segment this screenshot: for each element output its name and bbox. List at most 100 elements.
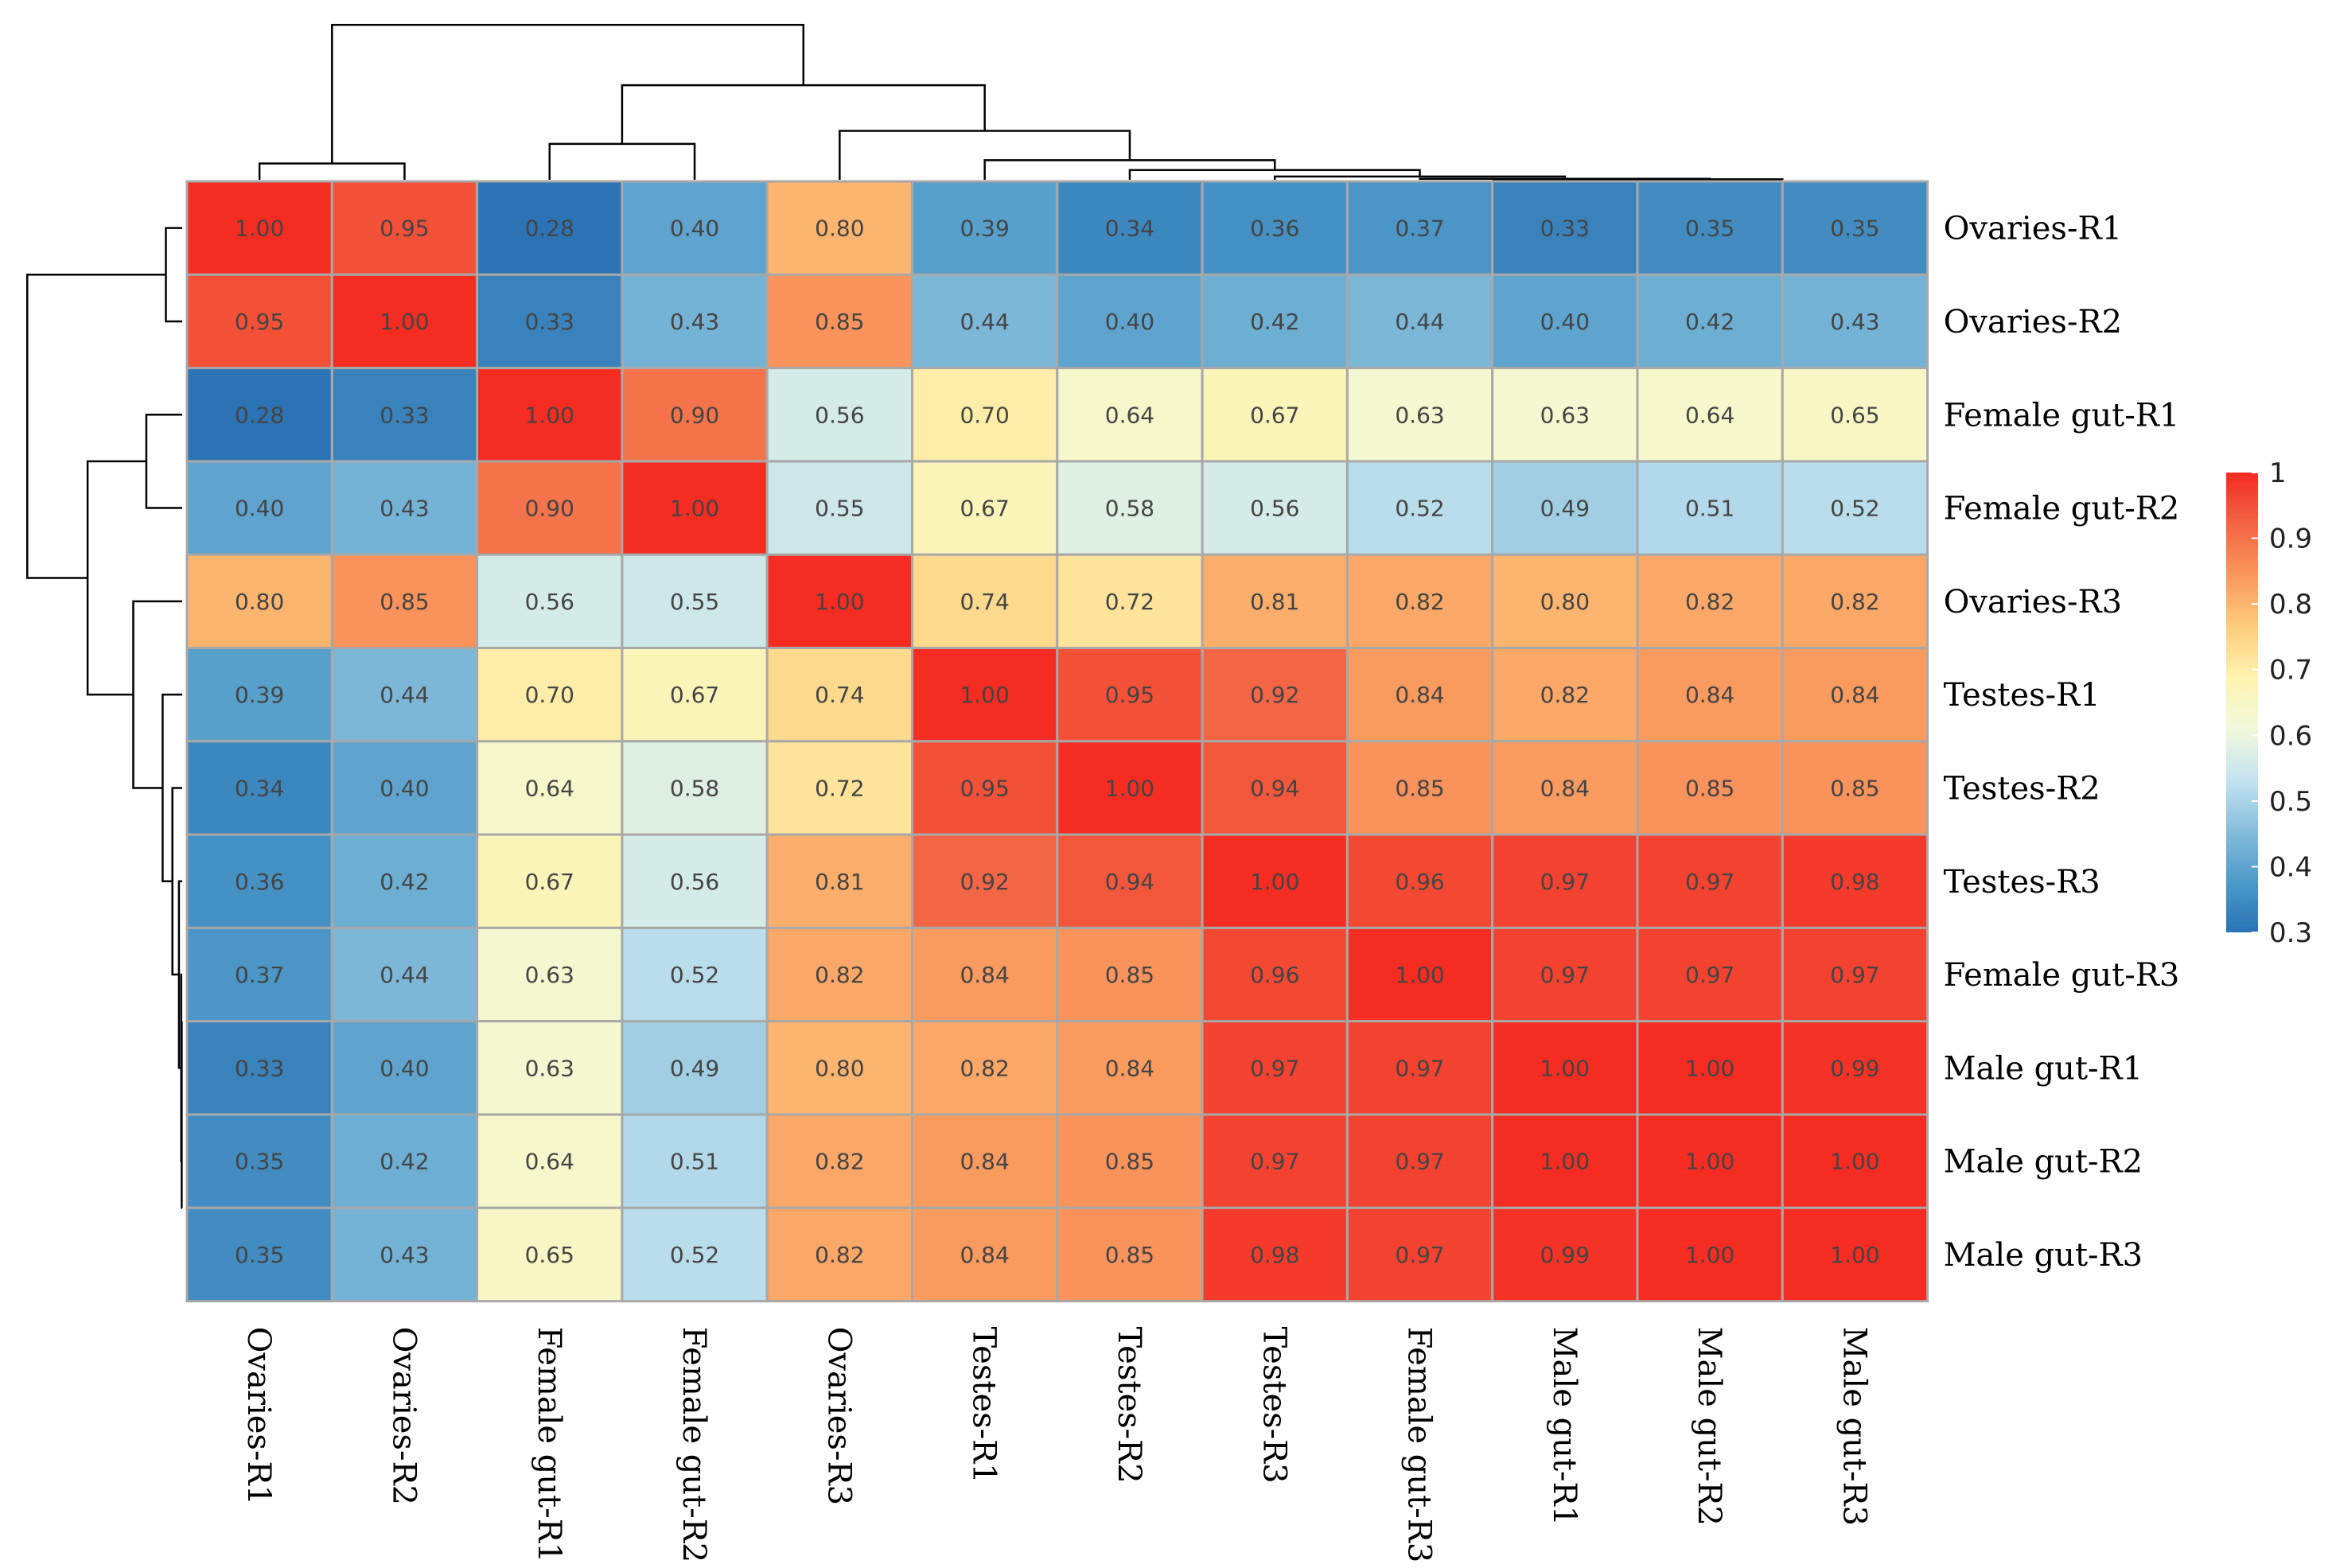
heatmap-cell [330,647,479,743]
heatmap-cell [1636,1206,1784,1303]
heatmap-cell [765,1113,914,1209]
cell-value-label: 1.00 [960,682,1009,708]
column-label: Testes-R3 [1256,1327,1292,1484]
heatmap-cell [621,647,769,743]
heatmap-cell [1201,1113,1349,1209]
heatmap-cell [621,460,769,556]
cell-value-label: 0.42 [1250,309,1299,335]
cell-value-label: 0.72 [1105,589,1154,615]
heatmap-cell [1781,740,1929,836]
cell-value-label: 0.84 [960,962,1009,988]
heatmap-cell [330,1113,479,1209]
column-label: Ovaries-R1 [240,1327,277,1505]
heatmap-cell [1491,460,1639,556]
cell-value-label: 0.80 [1540,589,1590,615]
cell-value-label: 0.43 [1830,309,1879,335]
cell-value-label: 0.81 [815,869,864,895]
row-label: Testes-R2 [1944,770,2100,807]
heatmap-cell [911,367,1059,463]
cell-value-label: 1.00 [1540,1055,1590,1081]
cell-value-label: 0.90 [670,402,719,428]
column-label: Ovaries-R2 [385,1327,422,1505]
cell-value-label: 0.33 [525,309,574,335]
cell-value-label: 1.00 [1540,1149,1590,1175]
heatmap-cell [765,833,914,929]
cell-value-label: 0.84 [960,1149,1009,1175]
cell-value-label: 0.64 [1685,402,1734,428]
cell-value-label: 0.70 [960,402,1009,428]
column-label: Female gut-R3 [1401,1327,1438,1563]
dendrogram-branch [180,973,183,1162]
cell-value-label: 1.00 [525,402,574,428]
heatmap-cell [621,926,769,1023]
cell-value-label: 0.98 [1830,869,1879,895]
cell-value-label: 0.84 [960,1242,1009,1268]
cell-value-label: 0.42 [1685,309,1734,335]
row-label: Female gut-R2 [1944,491,2180,527]
cell-value-label: 0.95 [380,216,429,242]
dendrogram-branch [86,460,146,696]
cell-value-label: 0.97 [1395,1149,1444,1175]
dendrogram-branch [145,414,182,509]
heatmap-cell [1491,180,1639,276]
cell-value-label: 0.95 [960,775,1009,801]
legend-tick-label: 0.7 [2269,655,2312,687]
cell-value-label: 0.37 [1395,216,1444,242]
legend-tick-label: 0.6 [2269,720,2312,752]
heatmap-cell [330,926,479,1023]
cell-value-label: 0.82 [1540,682,1590,708]
cell-value-label: 0.52 [1830,496,1879,522]
cell-value-label: 0.80 [235,589,284,615]
heatmap-cell [185,553,333,650]
cell-value-label: 0.96 [1395,869,1444,895]
cell-value-label: 0.35 [235,1149,284,1175]
cell-value-label: 0.84 [1395,682,1444,708]
heatmap-cell [621,553,769,650]
heatmap-cell [621,180,769,276]
dendrogram-branch [26,274,166,579]
cell-value-label: 0.56 [670,869,719,895]
cell-value-label: 0.85 [815,309,864,335]
heatmap-cell [911,1020,1059,1116]
heatmap-cell [476,460,624,556]
cell-value-label: 1.00 [380,309,429,335]
legend-tick-label: 0.4 [2269,851,2312,883]
cell-value-label: 0.84 [1685,682,1734,708]
heatmap-cell [621,740,769,836]
cell-value-label: 0.49 [670,1055,719,1081]
cell-value-label: 0.82 [815,962,864,988]
heatmap-cell [1201,553,1349,650]
heatmap-cell [765,926,914,1023]
cell-value-label: 0.55 [670,589,719,615]
cell-value-label: 0.40 [1105,309,1154,335]
cell-value-label: 0.82 [1830,589,1879,615]
heatmap-cell [911,180,1059,276]
cell-value-label: 0.44 [960,309,1009,335]
cell-value-label: 0.37 [235,962,284,988]
heatmap-cell [185,367,333,463]
cell-value-label: 0.40 [1540,309,1590,335]
cell-value-label: 0.94 [1105,869,1154,895]
row-label: Female gut-R1 [1944,397,2180,434]
legend-tick-label: 0.5 [2269,786,2312,818]
cell-value-label: 0.52 [670,1242,719,1268]
column-label: Testes-R2 [1111,1327,1147,1484]
heatmap-cell [185,1206,333,1303]
heatmap-cell [765,647,914,743]
row-label: Testes-R1 [1944,677,2100,714]
row-label: Male gut-R3 [1944,1237,2143,1274]
heatmap-cell [330,1206,479,1303]
cell-value-label: 1.00 [1105,775,1154,801]
row-label: Ovaries-R1 [1944,211,2122,247]
heatmap-cell [621,1206,769,1303]
heatmap-cell [1781,1206,1929,1303]
cell-value-label: 0.35 [1685,216,1734,242]
cell-value-label: 0.39 [235,682,284,708]
cell-value-label: 0.28 [235,402,284,428]
cell-value-label: 0.63 [1395,402,1444,428]
cell-value-label: 0.94 [1250,775,1299,801]
heatmap-cell [476,553,624,650]
heatmap-cell [621,833,769,929]
cell-value-label: 0.34 [1105,216,1154,242]
cell-value-label: 1.00 [1685,1149,1734,1175]
